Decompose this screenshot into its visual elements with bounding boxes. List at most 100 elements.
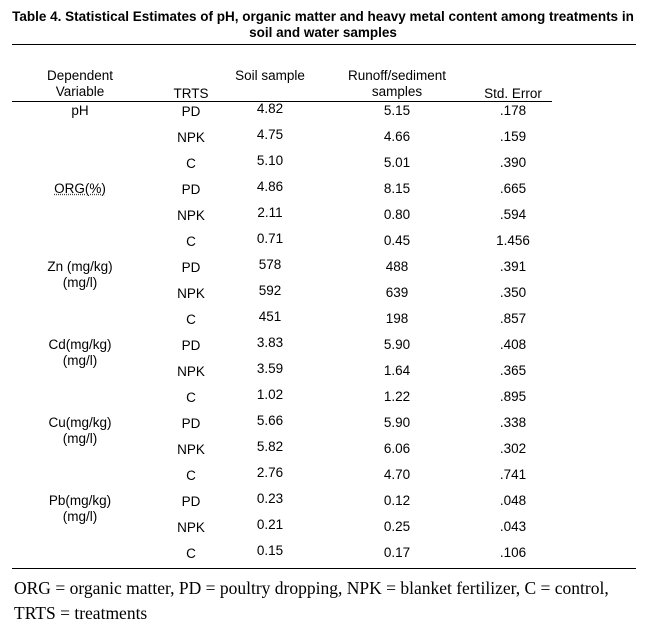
std-error-cell: .390 bbox=[499, 155, 527, 170]
variable-name: ORG(%) bbox=[54, 181, 106, 196]
header-dependent-variable: Dependent Variable bbox=[24, 68, 136, 100]
treatment-cell: PD bbox=[181, 416, 201, 431]
treatment-cell: C bbox=[186, 546, 196, 561]
soil-value-cell: 578 bbox=[258, 257, 282, 272]
treatment-cell: C bbox=[186, 156, 196, 171]
soil-value-cell: 592 bbox=[258, 283, 282, 298]
runoff-value-cell: 0.12 bbox=[383, 493, 411, 508]
soil-value-cell: 451 bbox=[258, 309, 282, 324]
treatment-cell: PD bbox=[181, 104, 201, 119]
top-rule bbox=[12, 44, 636, 45]
table-title: Table 4. Statistical Estimates of pH, or… bbox=[12, 9, 634, 40]
soil-value-cell: 3.83 bbox=[256, 335, 284, 350]
treatment-cell: C bbox=[186, 468, 196, 483]
treatment-cell: PD bbox=[181, 338, 201, 353]
std-error-cell: .741 bbox=[499, 467, 527, 482]
variable-name: Zn (mg/kg) bbox=[47, 259, 113, 274]
runoff-value-cell: 639 bbox=[385, 285, 409, 300]
soil-value-cell: 0.15 bbox=[256, 543, 284, 558]
runoff-value-cell: 0.80 bbox=[383, 207, 411, 222]
runoff-value-cell: 0.45 bbox=[383, 233, 411, 248]
header-trts: TRTS bbox=[173, 86, 209, 101]
runoff-value-cell: 1.22 bbox=[383, 389, 411, 404]
std-error-cell: .048 bbox=[499, 493, 527, 508]
runoff-value-cell: 6.06 bbox=[383, 441, 411, 456]
soil-value-cell: 4.82 bbox=[256, 101, 284, 116]
std-error-cell: .338 bbox=[499, 415, 527, 430]
treatment-cell: NPK bbox=[177, 442, 205, 457]
variable-label: Cd(mg/kg) (mg/l) bbox=[24, 337, 136, 369]
std-error-cell: .178 bbox=[499, 103, 527, 118]
variable-unit: (mg/l) bbox=[62, 431, 98, 446]
variable-label: Zn (mg/kg) (mg/l) bbox=[24, 259, 136, 291]
soil-value-cell: 0.23 bbox=[256, 491, 284, 506]
std-error-cell: .159 bbox=[499, 129, 527, 144]
std-error-cell: .391 bbox=[499, 259, 527, 274]
std-error-cell: .665 bbox=[499, 181, 527, 196]
runoff-value-cell: 8.15 bbox=[383, 181, 411, 196]
runoff-value-cell: 1.64 bbox=[383, 363, 411, 378]
variable-unit: (mg/l) bbox=[62, 275, 98, 290]
std-error-cell: .895 bbox=[499, 389, 527, 404]
treatment-cell: PD bbox=[181, 494, 201, 509]
std-error-cell: .857 bbox=[499, 311, 527, 326]
variable-label: pH bbox=[24, 103, 136, 119]
treatment-cell: C bbox=[186, 312, 196, 327]
runoff-value-cell: 5.01 bbox=[383, 155, 411, 170]
runoff-value-cell: 4.70 bbox=[383, 467, 411, 482]
soil-value-cell: 5.82 bbox=[256, 439, 284, 454]
variable-name: Cu(mg/kg) bbox=[48, 415, 112, 430]
std-error-cell: .594 bbox=[499, 207, 527, 222]
variable-label: Pb(mg/kg) (mg/l) bbox=[24, 493, 136, 525]
std-error-cell: .302 bbox=[499, 441, 527, 456]
treatment-cell: C bbox=[186, 234, 196, 249]
variable-name: pH bbox=[71, 103, 89, 118]
treatment-cell: PD bbox=[181, 260, 201, 275]
soil-value-cell: 4.75 bbox=[256, 127, 284, 142]
soil-value-cell: 5.10 bbox=[256, 153, 284, 168]
std-error-cell: .408 bbox=[499, 337, 527, 352]
treatment-cell: NPK bbox=[177, 130, 205, 145]
std-error-cell: .350 bbox=[499, 285, 527, 300]
runoff-value-cell: 0.25 bbox=[383, 519, 411, 534]
runoff-value-cell: 5.15 bbox=[383, 103, 411, 118]
header-runoff-samples: Runoff/sediment samples bbox=[347, 68, 447, 99]
header-rule bbox=[12, 101, 552, 102]
treatment-cell: NPK bbox=[177, 286, 205, 301]
soil-value-cell: 2.11 bbox=[257, 205, 283, 220]
std-error-cell: 1.456 bbox=[496, 233, 530, 248]
header-dependent-variable-label: Dependent Variable bbox=[46, 68, 114, 99]
variable-unit: (mg/l) bbox=[62, 353, 98, 368]
treatment-cell: NPK bbox=[177, 520, 205, 535]
runoff-value-cell: 5.90 bbox=[383, 415, 411, 430]
std-error-cell: .106 bbox=[499, 545, 527, 560]
std-error-cell: .043 bbox=[499, 519, 527, 534]
soil-value-cell: 2.76 bbox=[256, 465, 284, 480]
treatment-cell: C bbox=[186, 390, 196, 405]
variable-name: Pb(mg/kg) bbox=[48, 493, 112, 508]
variable-label: Cu(mg/kg) (mg/l) bbox=[24, 415, 136, 447]
variable-name: Cd(mg/kg) bbox=[48, 337, 112, 352]
treatment-cell: NPK bbox=[177, 364, 205, 379]
bottom-rule bbox=[12, 568, 636, 569]
runoff-value-cell: 198 bbox=[385, 311, 409, 326]
runoff-value-cell: 0.17 bbox=[383, 545, 411, 560]
soil-value-cell: 0.21 bbox=[256, 517, 284, 532]
variable-label: ORG(%) bbox=[24, 181, 136, 197]
table-footnote: ORG = organic matter, PD = poultry dropp… bbox=[14, 578, 609, 623]
header-soil-sample: Soil sample bbox=[235, 68, 305, 83]
soil-value-cell: 1.02 bbox=[256, 387, 284, 402]
runoff-value-cell: 4.66 bbox=[383, 129, 411, 144]
treatment-cell: PD bbox=[181, 182, 201, 197]
soil-value-cell: 0.71 bbox=[256, 231, 284, 246]
variable-unit: (mg/l) bbox=[62, 509, 98, 524]
soil-value-cell: 4.86 bbox=[256, 179, 284, 194]
soil-value-cell: 3.59 bbox=[256, 361, 284, 376]
runoff-value-cell: 5.90 bbox=[383, 337, 411, 352]
runoff-value-cell: 488 bbox=[385, 259, 409, 274]
soil-value-cell: 5.66 bbox=[256, 413, 284, 428]
treatment-cell: NPK bbox=[177, 208, 205, 223]
std-error-cell: .365 bbox=[499, 363, 527, 378]
header-std-error: Std. Error bbox=[484, 86, 542, 101]
